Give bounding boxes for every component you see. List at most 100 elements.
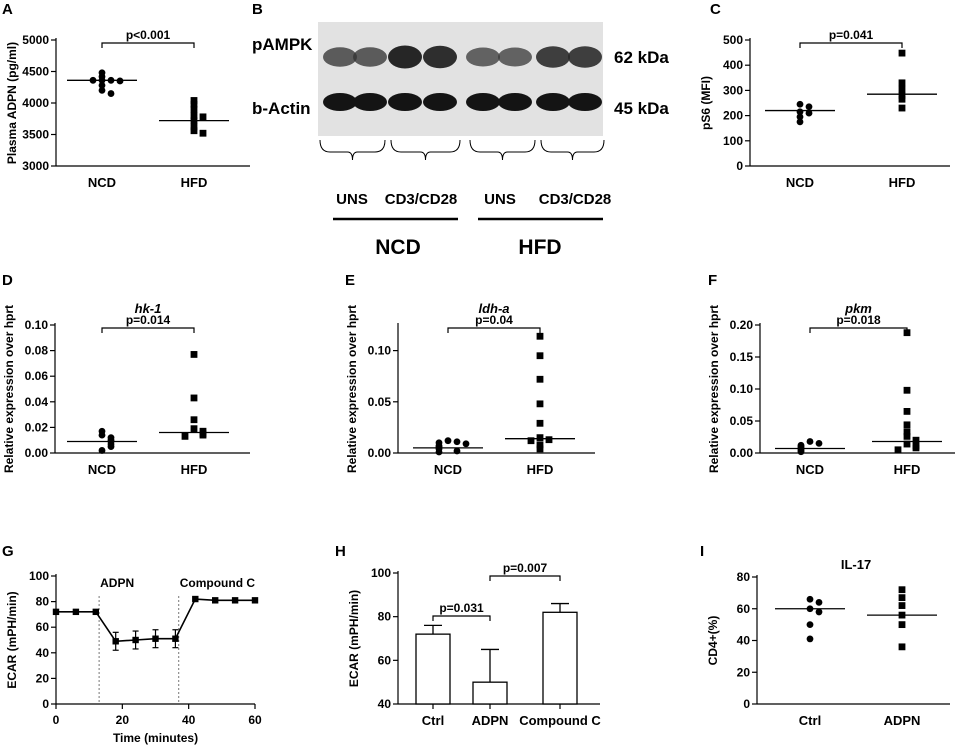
data-point <box>536 400 544 408</box>
bar <box>542 611 578 705</box>
blot-group-hfd: HFD <box>518 236 561 259</box>
chart-panel-i: 0 20 40 60 80 CD4+(%) Ctrl ADPN IL-17 <box>706 557 950 728</box>
y-tick-label: 4000 <box>22 96 49 110</box>
bar <box>415 633 451 705</box>
data-point <box>797 448 805 456</box>
data-point <box>898 79 906 87</box>
chart-panel-d: 0.00 0.02 0.04 0.06 0.08 0.10 Relative express… <box>2 301 250 477</box>
x-tick-label: HFD <box>181 462 208 477</box>
chart-panel-f: 0.00 0.05 0.10 0.15 0.20 Relative expression … <box>707 301 955 477</box>
blot-band-1-7 <box>568 93 602 111</box>
blot-band-1-4 <box>466 93 500 111</box>
blot-condition-uns-hfd: UNS <box>484 191 516 208</box>
data-point <box>796 113 804 121</box>
x-tick-label: ADPN <box>472 713 509 728</box>
data-point <box>52 608 60 616</box>
data-point <box>806 595 814 603</box>
blot-band-0-5 <box>498 47 532 67</box>
blot-label-actin: b-Actin <box>252 99 311 118</box>
blot-group-ncd: NCD <box>375 236 421 259</box>
p-value-label: p<0.001 <box>126 28 171 42</box>
blot-brace-2 <box>469 139 536 161</box>
y-axis-label: ECAR (mPH/min) <box>347 590 361 687</box>
p-value-label: p=0.04 <box>475 313 513 327</box>
data-point <box>796 100 804 108</box>
y-tick-label: 80 <box>378 610 392 624</box>
data-point <box>898 92 906 99</box>
x-tick-label: NCD <box>434 462 462 477</box>
western-blot: pAMPK b-Actin 62 kDa 45 kDa UNS CD3/CD28… <box>252 22 669 259</box>
chart-panel-c: 0 100 200 300 400 500 pS6 (MFI) NCD HFD p=0.041 <box>699 28 950 190</box>
y-tick-label: 0.20 <box>730 318 754 332</box>
data-point <box>536 352 544 360</box>
data-point <box>903 428 911 436</box>
chart-panel-g: 0 20 40 60 80 100 ECAR (mPH/min) 0 20 40 60 Time (m… <box>5 569 262 745</box>
blot-band-0-2 <box>388 45 422 69</box>
data-point <box>536 441 544 449</box>
chart-title: ldh-a <box>478 301 509 316</box>
blot-band-1-1 <box>353 93 387 111</box>
y-axis-label: pS6 (MFI) <box>699 76 713 130</box>
data-point <box>806 621 814 629</box>
panel-letter-b: B <box>252 1 263 18</box>
x-tick-label: 60 <box>248 713 262 727</box>
data-point <box>444 437 452 445</box>
y-tick-label: 0.02 <box>25 420 49 434</box>
y-axis-label: Plasma ADPN (pg/ml) <box>5 42 19 164</box>
y-tick-label: 100 <box>723 134 743 148</box>
y-tick-label: 80 <box>36 595 50 609</box>
chart-title: hk-1 <box>135 301 162 316</box>
p-value-label: p=0.007 <box>503 561 548 575</box>
blot-band-0-1 <box>353 47 387 67</box>
blot-label-pampk: pAMPK <box>252 35 313 54</box>
significance-bracket <box>101 42 195 48</box>
y-tick-label: 0.08 <box>25 344 49 358</box>
x-tick-label: NCD <box>796 462 824 477</box>
data-point <box>172 635 179 642</box>
y-tick-label: 100 <box>371 566 391 580</box>
panel-letter-i: I <box>700 543 704 560</box>
x-tick-label: NCD <box>88 462 116 477</box>
data-point <box>903 408 911 415</box>
data-point <box>190 105 198 113</box>
x-tick-label: HFD <box>889 175 916 190</box>
y-tick-label: 4500 <box>22 65 49 79</box>
chart-title: IL-17 <box>841 557 871 572</box>
data-point <box>199 129 207 137</box>
y-axis-label: CD4+(%) <box>706 616 720 666</box>
data-point <box>898 49 906 57</box>
data-point <box>190 425 198 433</box>
data-point <box>190 351 198 358</box>
panel-letter-f: F <box>708 272 717 289</box>
p-value-label: p=0.018 <box>836 313 881 327</box>
data-point <box>805 109 813 117</box>
data-point <box>199 113 207 121</box>
data-point <box>536 332 544 340</box>
data-point <box>190 127 198 135</box>
x-tick-label: HFD <box>894 462 921 477</box>
significance-bracket <box>799 42 903 48</box>
blot-size-45: 45 kDa <box>614 99 669 118</box>
blot-band-0-6 <box>536 46 570 68</box>
significance-bracket <box>432 615 491 621</box>
data-point <box>898 621 906 629</box>
data-point <box>912 444 920 452</box>
data-point <box>898 85 906 93</box>
data-point <box>212 597 219 604</box>
significance-bracket <box>489 575 561 581</box>
data-point <box>462 440 470 448</box>
bar <box>472 681 508 705</box>
data-point <box>815 440 823 447</box>
x-tick-label: NCD <box>786 175 814 190</box>
data-point <box>453 447 461 455</box>
y-tick-label: 300 <box>723 83 743 97</box>
blot-band-0-0 <box>323 47 357 67</box>
panel-letter-a: A <box>2 1 13 18</box>
p-value-label: p=0.014 <box>126 313 171 327</box>
x-tick-label: Compound C <box>519 713 601 728</box>
y-tick-label: 400 <box>723 58 743 72</box>
data-point <box>536 445 544 453</box>
